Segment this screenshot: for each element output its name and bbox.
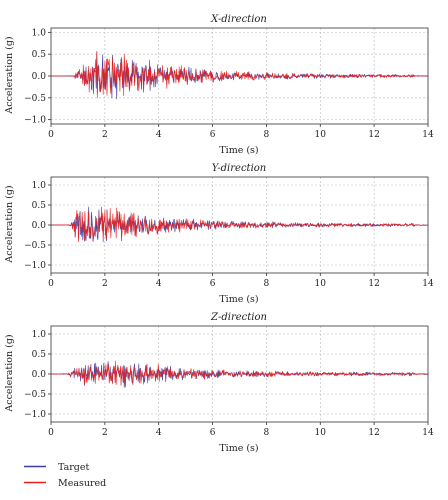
y-tick-label-x: −0.5 (24, 94, 46, 104)
y-axis-label-x: Acceleration (g) (4, 36, 15, 114)
y-tick-label-z: 1.0 (32, 330, 47, 340)
legend: Target Measured (24, 462, 106, 489)
x-axis-label-z: Time (s) (219, 443, 258, 454)
plot-area-z: 0 2 4 6 8 10 12 14 −1.0 −0.5 0.0 0.5 1.0 (24, 325, 434, 438)
x-axis-label-x: Time (s) (219, 145, 258, 156)
legend-label-measured: Measured (58, 478, 106, 489)
x-tick-label-x: 14 (422, 130, 434, 140)
x-tick-label-z: 4 (156, 428, 162, 438)
x-tick-label-y: 0 (48, 279, 54, 289)
y-tick-label-z: −0.5 (24, 390, 46, 400)
x-tick-label-z: 14 (422, 428, 434, 438)
y-tick-label-z: 0.0 (32, 370, 47, 380)
x-tick-label-x: 6 (210, 130, 216, 140)
x-tick-label-y: 6 (210, 279, 216, 289)
y-tick-label-x: −1.0 (24, 116, 46, 126)
y-tick-label-x: 0.0 (32, 72, 47, 82)
panel-z-direction: Z-direction Acceleration (g) Time (s) (4, 312, 267, 454)
x-tick-label-y: 4 (156, 279, 162, 289)
plot-area-y: 0 2 4 6 8 10 12 14 −1.0 −0.5 0.0 0.5 1.0 (24, 176, 434, 289)
x-tick-label-y: 2 (102, 279, 108, 289)
panel-title-y: Y-direction (212, 163, 266, 174)
y-tick-label-y: −0.5 (24, 241, 46, 251)
y-tick-label-y: −1.0 (24, 261, 46, 271)
x-tick-label-y: 12 (368, 279, 379, 289)
x-tick-label-z: 0 (48, 428, 54, 438)
y-tick-label-x: 0.5 (32, 50, 47, 60)
panel-x-direction: X-direction Acceleration (g) Time (s) (4, 14, 267, 156)
x-tick-label-z: 12 (368, 428, 379, 438)
y-tick-label-y: 0.0 (32, 221, 47, 231)
plot-area-x: 0 2 4 6 8 10 12 14 −1.0 −0.5 0.0 0.5 1.0 (24, 27, 434, 140)
x-tick-label-x: 0 (48, 130, 54, 140)
y-tick-label-x: 1.0 (32, 28, 47, 38)
y-axis-label-y: Acceleration (g) (4, 185, 15, 263)
y-axis-label-z: Acceleration (g) (4, 334, 15, 412)
x-tick-label-x: 8 (264, 130, 270, 140)
x-tick-label-z: 2 (102, 428, 108, 438)
series-line-measured-x (51, 51, 429, 98)
x-axis-label-y: Time (s) (219, 294, 258, 305)
x-tick-label-x: 10 (315, 130, 327, 140)
x-tick-label-y: 8 (264, 279, 270, 289)
x-tick-label-z: 6 (210, 428, 216, 438)
x-tick-label-y: 14 (422, 279, 434, 289)
panel-y-direction: Y-direction Acceleration (g) Time (s) (4, 163, 266, 305)
x-tick-label-x: 2 (102, 130, 108, 140)
panel-title-z: Z-direction (210, 312, 267, 323)
x-tick-label-x: 12 (368, 130, 379, 140)
series-line-measured-z (51, 360, 429, 388)
y-tick-label-z: −1.0 (24, 410, 46, 420)
panel-title-x: X-direction (210, 14, 267, 25)
legend-label-target: Target (58, 462, 90, 473)
x-tick-label-z: 8 (264, 428, 270, 438)
y-tick-label-z: 0.5 (32, 350, 47, 360)
series-line-measured-y (51, 206, 429, 243)
x-tick-label-y: 10 (315, 279, 327, 289)
y-tick-label-y: 1.0 (32, 181, 47, 191)
x-tick-label-x: 4 (156, 130, 162, 140)
y-tick-label-y: 0.5 (32, 201, 47, 211)
x-tick-label-z: 10 (315, 428, 327, 438)
